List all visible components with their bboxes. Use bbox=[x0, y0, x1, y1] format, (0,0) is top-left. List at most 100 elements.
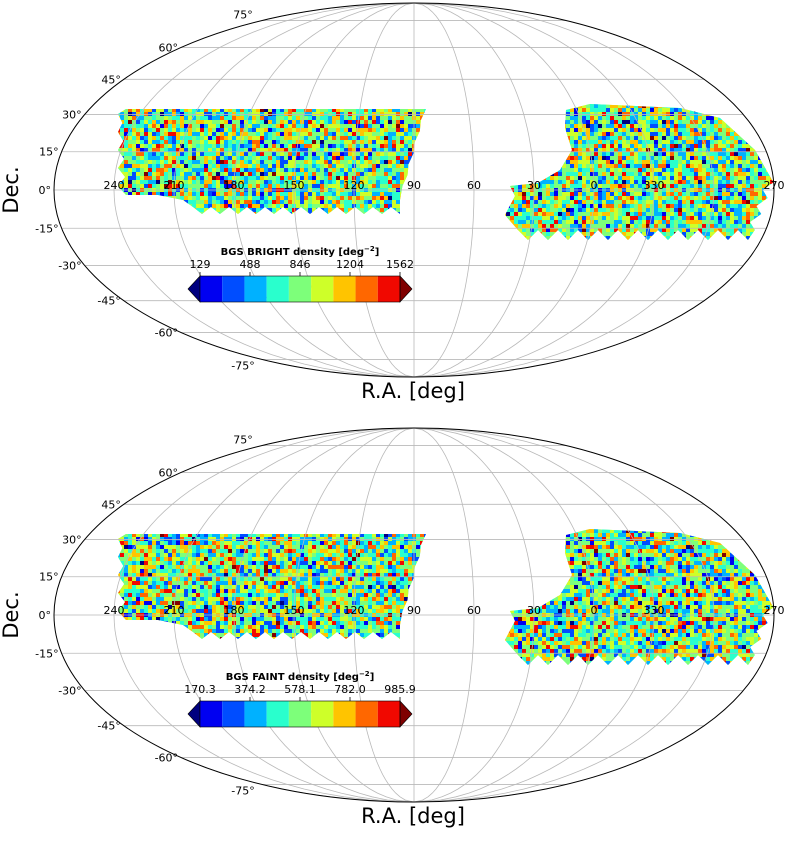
bgs-bright-panel: 75° 60° 45° 30° 15° 0° -15° -30° -45° -60° -75° 270… bbox=[0, 2, 785, 403]
colorbar-bin bbox=[200, 276, 223, 302]
colorbar-bin bbox=[244, 701, 267, 727]
colorbar-tick-label: 170.3 bbox=[184, 683, 216, 696]
colorbar-tick-label: 846 bbox=[290, 258, 311, 271]
meridian-line bbox=[293, 3, 415, 377]
meridian-line bbox=[353, 3, 415, 377]
colorbar-tick-label: 985.9 bbox=[384, 683, 416, 696]
dec-tick-label: -30° bbox=[58, 685, 81, 698]
meridian-line bbox=[353, 428, 415, 802]
ra-tick-label: 60 bbox=[467, 179, 481, 192]
dec-tick-label: -45° bbox=[97, 720, 120, 733]
dec-tick-label: 15° bbox=[39, 146, 59, 159]
colorbar-tick-label: 1204 bbox=[336, 258, 364, 271]
meridian-line bbox=[173, 428, 415, 802]
meridian-line bbox=[233, 3, 415, 377]
x-axis-label: R.A. [deg] bbox=[361, 379, 465, 403]
colorbar-tick-label: 129 bbox=[190, 258, 211, 271]
dec-tick-label: 45° bbox=[101, 498, 121, 511]
meridian-line bbox=[113, 3, 415, 377]
colorbar-extend-high bbox=[399, 275, 413, 303]
colorbar-bin bbox=[355, 276, 378, 302]
sgc-density-texture bbox=[505, 529, 774, 665]
dec-tick-label: 15° bbox=[39, 571, 59, 584]
sky-outline bbox=[53, 427, 775, 803]
sgc-density-texture bbox=[505, 104, 774, 240]
graticule bbox=[54, 3, 774, 377]
meridian-line bbox=[113, 428, 415, 802]
meridian-line bbox=[413, 428, 475, 802]
colorbar-tick-label: 782.0 bbox=[334, 683, 366, 696]
dec-tick-label: -60° bbox=[155, 752, 178, 765]
ra-tick-label: 150 bbox=[284, 179, 305, 192]
ra-tick-label: 180 bbox=[224, 179, 245, 192]
colorbar-bin bbox=[200, 701, 223, 727]
ra-tick-label: 210 bbox=[164, 604, 185, 617]
colorbar-bin bbox=[377, 701, 400, 727]
colorbar-bin bbox=[311, 276, 334, 302]
meridian-line bbox=[413, 428, 535, 802]
bgs-faint-map: 75° 60° 45° 30° 15° 0° -15° -30° -45° -60° -75° 270… bbox=[0, 427, 785, 828]
ra-tick-label: 330 bbox=[644, 604, 665, 617]
ra-tick-label: 240 bbox=[104, 179, 125, 192]
ra-tick-label: 240 bbox=[104, 604, 125, 617]
dec-tick-label: -15° bbox=[35, 222, 58, 235]
ra-tick-label: 0 bbox=[591, 179, 598, 192]
ra-tick-label: 30 bbox=[527, 179, 541, 192]
colorbar-tick-label: 1562 bbox=[386, 258, 414, 271]
colorbar-tick-label: 374.2 bbox=[234, 683, 266, 696]
meridian-line bbox=[293, 428, 415, 802]
colorbar-tick-label: 488 bbox=[240, 258, 261, 271]
colorbar: 129 488 846 1204 1562 BGS BRIGHT density [deg… bbox=[187, 245, 414, 303]
colorbar-bin bbox=[288, 276, 312, 302]
dec-tick-label: -75° bbox=[231, 784, 254, 797]
colorbar-bin bbox=[333, 701, 356, 727]
ra-tick-label: 60 bbox=[467, 604, 481, 617]
dec-tick-label: 60° bbox=[159, 466, 179, 479]
bgs-faint-panel: 75° 60° 45° 30° 15° 0° -15° -30° -45° -60° -75° 270… bbox=[0, 425, 787, 850]
dec-tick-label: 30° bbox=[62, 108, 82, 121]
meridian-line bbox=[413, 428, 595, 802]
ngc-density-texture bbox=[118, 109, 432, 214]
colorbar: 170.3 374.2 578.1 782.0 985.9 BGS FAINT densi… bbox=[184, 670, 416, 728]
meridian-line bbox=[413, 3, 535, 377]
colorbar-bin bbox=[288, 701, 312, 727]
colorbar-title: BGS BRIGHT density [deg−2] bbox=[221, 245, 380, 258]
dec-tick-label: 0° bbox=[39, 609, 52, 622]
colorbar-bin bbox=[266, 276, 289, 302]
dec-tick-label: 60° bbox=[159, 41, 179, 54]
bgs-bright-map: 75° 60° 45° 30° 15° 0° -15° -30° -45° -60° -75° 270… bbox=[0, 2, 785, 403]
ra-tick-label: 180 bbox=[224, 604, 245, 617]
dec-tick-label: 0° bbox=[39, 184, 52, 197]
colorbar-bin bbox=[222, 701, 245, 727]
ra-tick-label: 0 bbox=[591, 604, 598, 617]
ra-tick-label: 330 bbox=[644, 179, 665, 192]
ra-tick-label: 90 bbox=[407, 604, 421, 617]
meridian-line bbox=[233, 428, 415, 802]
x-axis-label: R.A. [deg] bbox=[361, 804, 465, 828]
colorbar-bin bbox=[222, 276, 245, 302]
meridian-line bbox=[413, 428, 655, 802]
dec-tick-label: -30° bbox=[58, 260, 81, 273]
colorbar-extend-high bbox=[399, 700, 413, 728]
meridian-line bbox=[413, 3, 655, 377]
ra-tick-label: 120 bbox=[344, 179, 365, 192]
dec-tick-label: -15° bbox=[35, 647, 58, 660]
colorbar-extend-low bbox=[187, 700, 201, 728]
meridian-line bbox=[413, 3, 595, 377]
ra-tick-label: 270 bbox=[764, 604, 785, 617]
colorbar-bin bbox=[333, 276, 356, 302]
dec-tick-label: -45° bbox=[97, 295, 120, 308]
dec-tick-label: 30° bbox=[62, 533, 82, 546]
y-axis-label: Dec. bbox=[0, 166, 23, 213]
ra-tick-label: 150 bbox=[284, 604, 305, 617]
dec-tick-label: 75° bbox=[233, 9, 253, 22]
colorbar-bin bbox=[355, 701, 378, 727]
dec-tick-label: 45° bbox=[101, 73, 121, 86]
dec-tick-label: -60° bbox=[155, 327, 178, 340]
ra-tick-label: 210 bbox=[164, 179, 185, 192]
colorbar-bin bbox=[266, 701, 289, 727]
ngc-density-texture bbox=[118, 534, 432, 639]
ra-tick-label: 90 bbox=[407, 179, 421, 192]
dec-tick-label: 75° bbox=[233, 434, 253, 447]
sky-outline bbox=[53, 2, 775, 378]
